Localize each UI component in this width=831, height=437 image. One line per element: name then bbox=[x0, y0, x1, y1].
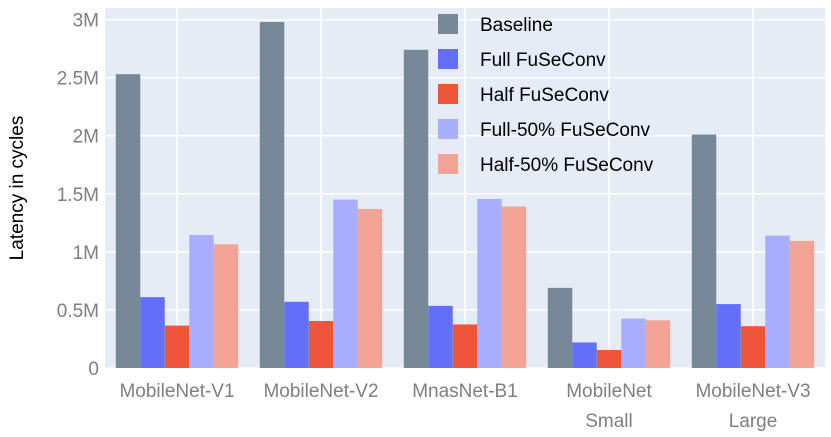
x-tick-label: MobileNet Small bbox=[566, 381, 652, 432]
bar-half-50-fuseconv-4 bbox=[789, 240, 815, 368]
bar-half-50-fuseconv-1 bbox=[357, 208, 383, 368]
bar-half-fuseconv-2 bbox=[452, 324, 478, 368]
bar-full-fuseconv-2 bbox=[428, 305, 453, 368]
bar-baseline-1 bbox=[259, 21, 285, 368]
bar-full-50-fuseconv-4 bbox=[765, 235, 790, 368]
legend-label: Half-50% FuSeConv bbox=[480, 155, 654, 176]
y-tick-label: 2.5M bbox=[57, 69, 99, 90]
legend-label: Baseline bbox=[480, 15, 553, 36]
y-tick-label: 1.5M bbox=[57, 185, 99, 206]
bar-half-fuseconv-4 bbox=[740, 326, 766, 368]
y-axis-ticks: 0 0.5M 1M 1.5M 2M 2.5M 3M bbox=[57, 11, 99, 380]
bar-full-50-fuseconv-2 bbox=[477, 199, 502, 368]
bar-baseline-3 bbox=[547, 287, 573, 368]
bar-half-50-fuseconv-0 bbox=[213, 244, 239, 368]
bar-half-50-fuseconv-3 bbox=[645, 320, 671, 368]
bar-half-fuseconv-3 bbox=[596, 350, 622, 368]
y-tick-label: 3M bbox=[73, 11, 99, 32]
y-tick-label: 2M bbox=[73, 127, 99, 148]
bar-half-fuseconv-0 bbox=[164, 325, 190, 368]
y-tick-label: 0.5M bbox=[57, 301, 99, 322]
legend-label: Full-50% FuSeConv bbox=[480, 120, 651, 141]
y-axis-title: Latency in cycles bbox=[7, 116, 28, 261]
x-tick-label: MobileNet-V1 bbox=[119, 381, 234, 402]
bar-full-fuseconv-0 bbox=[140, 297, 165, 368]
bar-baseline-0 bbox=[115, 74, 141, 369]
bar-full-fuseconv-4 bbox=[716, 304, 741, 368]
legend-swatch bbox=[438, 154, 458, 174]
y-tick-label: 1M bbox=[73, 243, 99, 264]
legend-swatch bbox=[438, 84, 458, 104]
bar-full-50-fuseconv-3 bbox=[621, 318, 646, 368]
x-tick-label: MobileNet-V3 Large bbox=[695, 381, 810, 432]
legend-swatch bbox=[438, 119, 458, 139]
bar-half-50-fuseconv-2 bbox=[501, 206, 527, 368]
legend: Baseline Full FuSeConv Half FuSeConv Full-5… bbox=[438, 14, 654, 176]
bar-baseline-2 bbox=[403, 49, 429, 368]
y-tick-label: 0 bbox=[88, 359, 99, 380]
legend-swatch bbox=[438, 49, 458, 69]
bar-full-50-fuseconv-1 bbox=[333, 199, 358, 368]
bar-baseline-4 bbox=[691, 134, 717, 368]
x-tick-label: MobileNet-V2 bbox=[263, 381, 378, 402]
bar-half-fuseconv-1 bbox=[308, 320, 334, 368]
legend-swatch bbox=[438, 14, 458, 34]
legend-label: Full FuSeConv bbox=[480, 50, 606, 71]
bar-full-fuseconv-3 bbox=[572, 342, 597, 368]
x-axis-ticks: MobileNet-V1 MobileNet-V2 MnasNet-B1 Mobile… bbox=[119, 381, 810, 432]
bar-full-50-fuseconv-0 bbox=[189, 235, 214, 368]
x-tick-label: MnasNet-B1 bbox=[412, 381, 518, 402]
bars bbox=[115, 21, 815, 369]
legend-label: Half FuSeConv bbox=[480, 85, 609, 106]
bar-full-fuseconv-1 bbox=[284, 301, 309, 368]
